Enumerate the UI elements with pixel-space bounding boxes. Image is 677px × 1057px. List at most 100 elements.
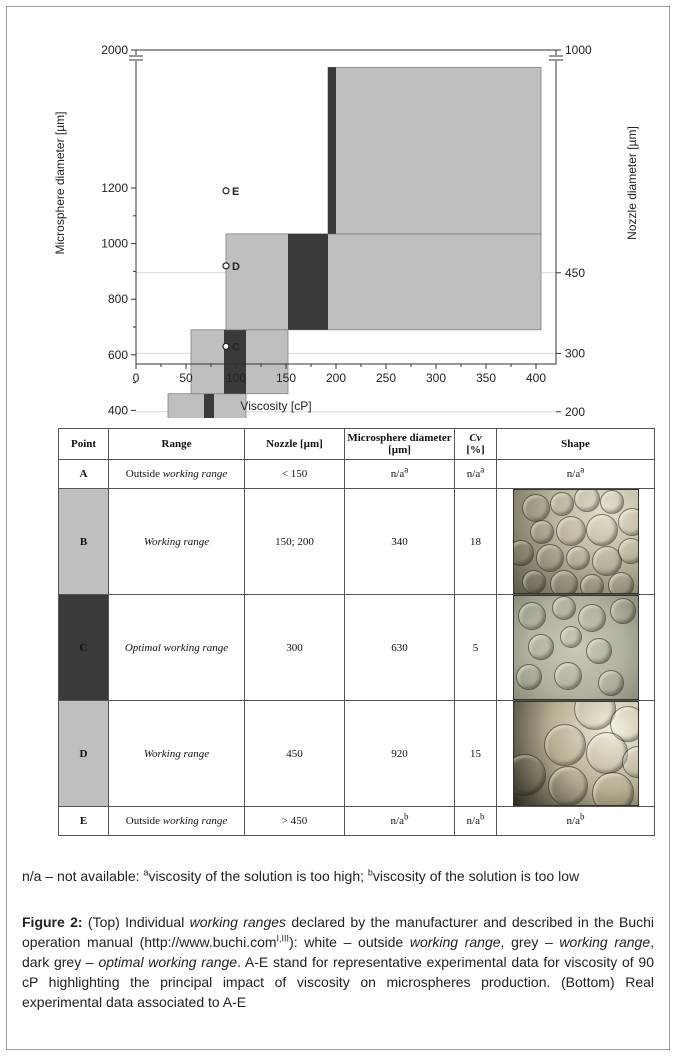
footnote-mark: b: [367, 867, 373, 878]
shape-cell: n/aa: [496, 459, 655, 489]
experimental-data-table: Point Range Nozzle [µm] Microsphere diam…: [58, 428, 655, 836]
microsphere-cell: n/ab: [344, 806, 455, 836]
shape-cell: [496, 594, 655, 701]
cv-cell: n/aa: [454, 459, 497, 489]
axes: 0 50 100 150 200 250 300 350 400 200 400 600 800 1000…: [101, 43, 592, 418]
y-tick-label: 1200: [101, 181, 128, 195]
cv-value: n/a: [466, 468, 481, 480]
data-point-label: D: [232, 261, 240, 273]
x-tick-label: 100: [226, 371, 246, 385]
x-tick-label: 250: [376, 371, 396, 385]
y2-tick-label: 200: [565, 405, 585, 418]
axis-break-gap: [129, 55, 143, 61]
caption-italic: working ranges: [189, 914, 287, 930]
caption-part: . A-E stand for representative experimen…: [22, 954, 654, 1010]
nozzle-cell: > 450: [244, 806, 345, 836]
range-cell: Working range: [108, 488, 245, 595]
caption-part: , grey –: [500, 934, 560, 950]
y-axis-label: Microsphere diameter [µm]: [53, 112, 67, 255]
y2-tick-label: 1000: [565, 43, 592, 57]
x-tick-label: 400: [526, 371, 546, 385]
y-tick-label: 800: [108, 292, 128, 306]
optimal-range-box: [328, 67, 336, 234]
caption-italic: working range: [559, 934, 651, 950]
optimal-range-box: [204, 393, 214, 418]
caption-sup: I,III: [276, 933, 290, 944]
point-cell: A: [58, 459, 109, 489]
y-tick-label: 400: [108, 403, 128, 417]
microsphere-value: n/a: [390, 468, 405, 480]
range-cell: Outside working range: [108, 459, 245, 489]
microsphere-cell: n/aa: [344, 459, 455, 489]
data-point-label: E: [232, 186, 239, 198]
data-points: ABCDE: [222, 186, 240, 353]
caption-part: ): white – outside: [289, 934, 410, 950]
shape-cell: [496, 700, 655, 807]
header-cv-symbol: Cv: [469, 432, 482, 444]
shape-cell: [496, 488, 655, 595]
caption-italic: working range: [409, 934, 501, 950]
table-header-row: Point Range Nozzle [µm] Microsphere diam…: [58, 428, 655, 460]
footnote-mark: a: [404, 464, 409, 475]
point-cell: D: [58, 700, 109, 807]
cv-cell: 15: [454, 700, 497, 807]
working-range-chart: 0 50 100 150 200 250 300 350 400 200 400 600 800 1000…: [53, 43, 639, 418]
microsphere-photo-b: [512, 489, 639, 594]
microsphere-cell: 920: [344, 700, 455, 807]
range-cell: Optimal working range: [108, 594, 245, 701]
footnote-mark: a: [143, 867, 149, 878]
plot-frame: [135, 49, 557, 365]
range-italic: Working range: [143, 747, 210, 760]
footnote-mark: b: [479, 811, 485, 822]
range-italic: Working range: [143, 535, 210, 548]
header-nozzle: Nozzle [µm]: [244, 428, 345, 460]
point-cell: C: [58, 594, 109, 701]
y-tick-label: 1000: [101, 237, 128, 251]
footnote-part: viscosity of the solution is too high;: [148, 868, 368, 884]
nozzle-cell: 300: [244, 594, 345, 701]
data-point-c: [222, 342, 230, 351]
cv-cell: 5: [454, 594, 497, 701]
range-cell: Outside working range: [108, 806, 245, 836]
header-cv-unit: [%]: [466, 444, 485, 456]
axis-break-gap: [549, 55, 563, 61]
header-cv: Cv [%]: [454, 428, 497, 460]
x-tick-label: 0: [133, 371, 140, 385]
point-cell: E: [58, 806, 109, 836]
range-italic: working range: [162, 468, 228, 480]
nozzle-cell: < 150: [244, 459, 345, 489]
shape-value: n/a: [566, 468, 581, 480]
microsphere-cell: 340: [344, 488, 455, 595]
caption-part: , dark grey –: [22, 934, 655, 970]
microsphere-photo-c: [512, 595, 639, 700]
range-prefix: Outside: [125, 815, 163, 827]
x-axis-label: Viscosity [cP]: [240, 399, 311, 413]
range-italic: working range: [162, 815, 228, 827]
range-italic: Optimal working range: [124, 641, 229, 654]
table-row: A Outside working range < 150 n/aa n/aa …: [58, 459, 655, 489]
nozzle-cell: 450: [244, 700, 345, 807]
footnote-mark: b: [403, 811, 409, 822]
header-microsphere-diameter: Microsphere diameter [µm]: [344, 428, 455, 460]
microsphere-photo-d: [512, 701, 639, 806]
figure-label: Figure 2:: [22, 914, 83, 930]
y2-tick-label: 450: [565, 266, 585, 280]
microsphere-cell: 630: [344, 594, 455, 701]
header-point: Point: [58, 428, 109, 460]
cv-cell: n/ab: [454, 806, 497, 836]
range-cell: Working range: [108, 700, 245, 807]
figure-frame: [6, 6, 670, 1050]
nozzle-cell: 150; 200: [244, 488, 345, 595]
footnote-text: n/a – not available: aviscosity of the s…: [22, 866, 654, 886]
caption-italic: optimal working range: [98, 954, 238, 970]
cv-value: n/a: [466, 815, 480, 827]
x-tick-label: 200: [326, 371, 346, 385]
footnote-part: viscosity of the solution is too low: [372, 868, 580, 884]
y-tick-label: 600: [108, 348, 128, 362]
point-cell: B: [58, 488, 109, 595]
table-row: B Working range 150; 200 340 18: [58, 488, 655, 595]
shape-cell: n/ab: [496, 806, 655, 836]
x-tick-label: 150: [276, 371, 296, 385]
footnote-mark: a: [580, 464, 585, 475]
data-point-e: [222, 187, 230, 195]
